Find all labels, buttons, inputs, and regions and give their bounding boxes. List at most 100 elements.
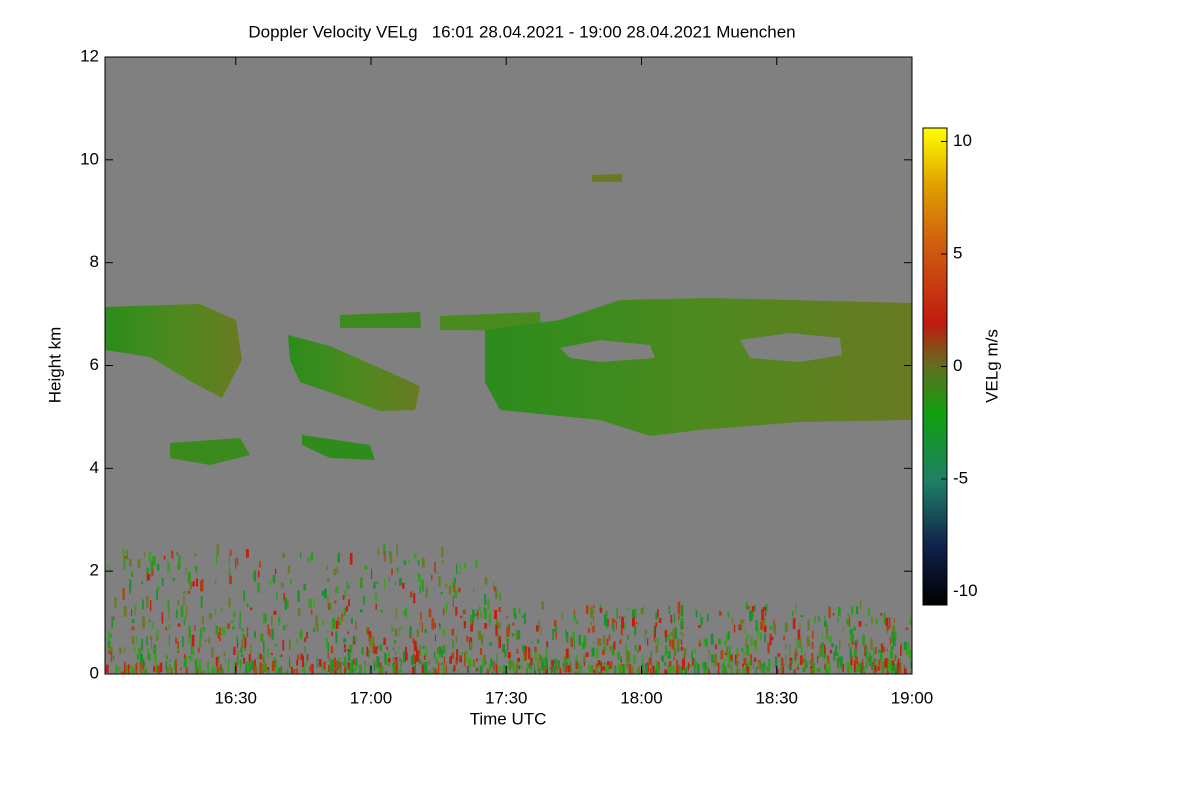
clutter-pixel (545, 657, 548, 670)
clutter-pixel (395, 661, 399, 674)
clutter-pixel (384, 578, 386, 590)
clutter-pixel (259, 561, 261, 568)
clutter-pixel (498, 606, 501, 612)
clutter-pixel (616, 608, 618, 620)
clutter-pixel (536, 639, 540, 644)
y-axis-label: Height km (45, 327, 64, 404)
clutter-pixel (592, 641, 594, 644)
clutter-pixel (156, 636, 158, 642)
clutter-pixel (267, 666, 270, 670)
clutter-pixel (350, 617, 353, 624)
clutter-pixel (424, 628, 427, 633)
clutter-pixel (250, 607, 253, 611)
clutter-pixel (289, 666, 293, 670)
clutter-pixel (741, 648, 744, 652)
clutter-pixel (239, 610, 242, 623)
clutter-pixel (566, 631, 569, 643)
clutter-pixel (757, 627, 759, 637)
clutter-pixel (909, 617, 912, 625)
clutter-pixel (442, 560, 444, 564)
clutter-pixel (413, 653, 415, 665)
clutter-pixel (677, 601, 681, 614)
clutter-pixel (349, 553, 353, 565)
clutter-pixel (344, 661, 347, 673)
clutter-pixel (194, 658, 198, 669)
clutter-pixel (422, 587, 424, 592)
clutter-pixel (846, 618, 850, 625)
clutter-pixel (113, 616, 115, 620)
clutter-pixel (820, 646, 823, 658)
clutter-pixel (670, 614, 673, 624)
clutter-pixel (220, 608, 223, 611)
clutter-pixel (565, 629, 567, 639)
clutter-pixel (201, 615, 204, 625)
clutter-pixel (391, 568, 393, 576)
clutter-pixel (564, 665, 568, 673)
clutter-pixel (392, 647, 395, 651)
clutter-pixel (873, 658, 875, 670)
clutter-pixel (489, 610, 491, 622)
cloud-gap (560, 340, 655, 362)
clutter-pixel (170, 667, 173, 674)
clutter-pixel (414, 664, 416, 674)
clutter-pixel (146, 596, 149, 608)
clutter-pixel (414, 655, 417, 664)
clutter-pixel (653, 639, 657, 643)
clutter-pixel (806, 635, 809, 647)
clutter-pixel (873, 647, 875, 656)
clutter-pixel (445, 583, 448, 588)
clutter-pixel (829, 649, 832, 654)
clutter-pixel (687, 662, 690, 671)
clutter-pixel (145, 668, 148, 674)
clutter-pixel (518, 665, 521, 670)
clutter-pixel (425, 587, 428, 598)
clutter-pixel (692, 657, 694, 666)
clutter-pixel (636, 649, 640, 653)
clutter-pixel (343, 608, 346, 616)
clutter-pixel (753, 639, 757, 647)
clutter-pixel (129, 579, 132, 591)
clutter-pixel (776, 668, 779, 674)
clutter-pixel (278, 667, 281, 673)
clutter-pixel (528, 647, 531, 659)
clutter-pixel (746, 663, 748, 667)
clutter-pixel (348, 599, 350, 607)
clutter-pixel (763, 662, 766, 668)
clutter-pixel (131, 636, 135, 645)
clutter-pixel (543, 666, 546, 674)
clutter-pixel (304, 646, 306, 653)
clutter-pixel (643, 604, 645, 615)
clutter-pixel (528, 663, 531, 669)
clutter-pixel (300, 653, 303, 661)
cloud (288, 335, 420, 411)
clutter-pixel (804, 657, 806, 670)
clutter-pixel (606, 619, 608, 629)
clutter-pixel (838, 657, 841, 663)
clutter-pixel (642, 654, 644, 663)
clutter-pixel (810, 669, 814, 674)
clutter-pixel (626, 607, 630, 611)
clutter-pixel (553, 658, 557, 665)
clutter-pixel (177, 647, 179, 652)
clutter-pixel (434, 635, 437, 642)
clutter-pixel (495, 663, 498, 674)
clutter-pixel (154, 659, 157, 666)
clutter-pixel (306, 631, 308, 639)
clutter-pixel (184, 616, 187, 619)
clutter-pixel (656, 637, 660, 645)
clutter-pixel (241, 628, 245, 632)
clutter-pixel (618, 664, 621, 673)
clutter-pixel (276, 591, 278, 599)
clutter-pixel (236, 656, 239, 665)
clutter-pixel (765, 603, 768, 612)
clutter-pixel (214, 608, 216, 616)
clutter-pixel (235, 557, 237, 569)
clutter-pixel (114, 597, 117, 609)
clutter-pixel (705, 638, 708, 647)
clutter-pixel (323, 661, 326, 670)
clutter-pixel (468, 669, 470, 673)
clutter-pixel (856, 639, 858, 646)
clutter-pixel (541, 660, 544, 671)
clutter-pixel (156, 665, 159, 673)
clutter-pixel (832, 612, 835, 616)
